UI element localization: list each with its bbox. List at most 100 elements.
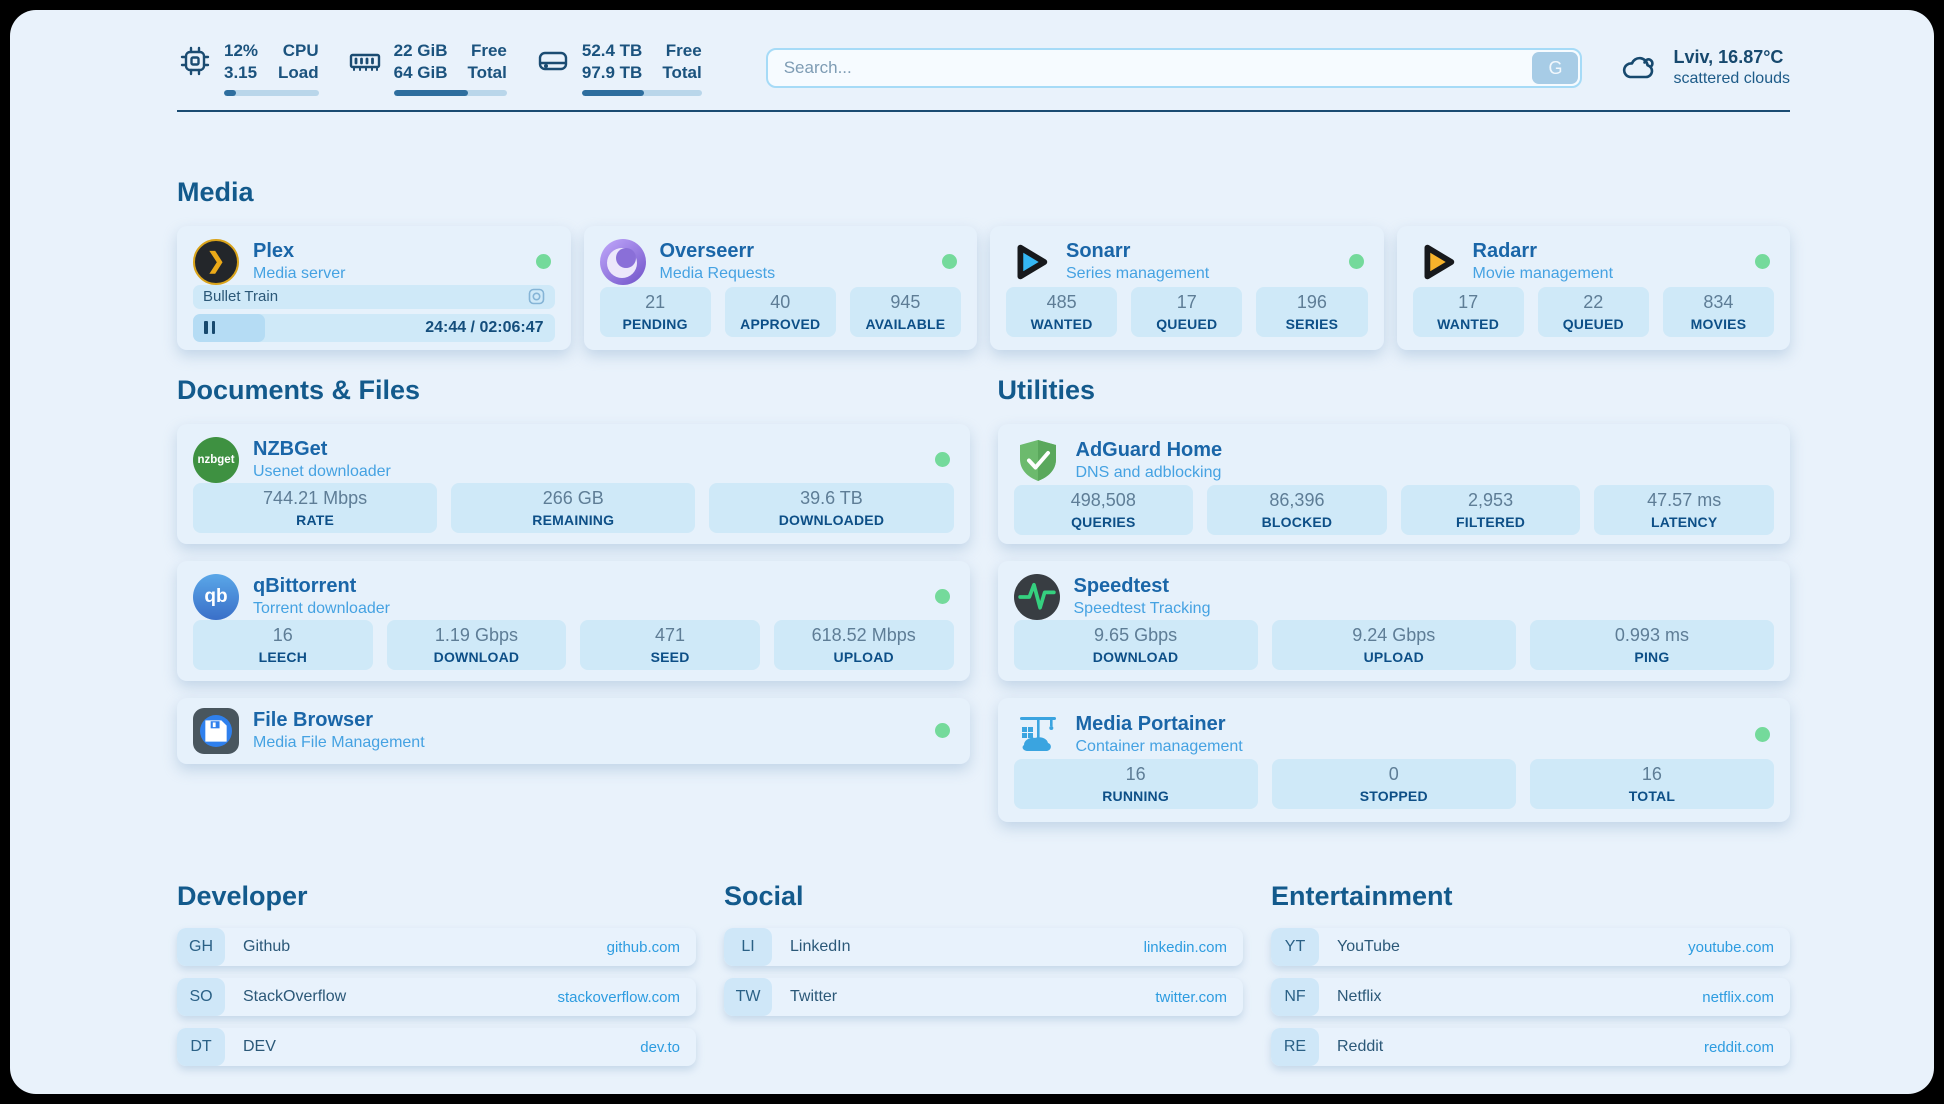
search-engine-button[interactable]: G	[1532, 52, 1579, 85]
app-card-sonarr[interactable]: Sonarr Series management 485 WANTED 17 Q…	[990, 225, 1384, 350]
stat-label: QUEUED	[1562, 315, 1624, 332]
app-card-adguard[interactable]: AdGuard Home DNS and adblocking 498,508 …	[997, 423, 1790, 544]
link-badge: LI	[724, 928, 772, 967]
link-badge: RE	[1271, 1028, 1319, 1067]
cpu-progress-bar	[224, 90, 319, 97]
stat-label: LATENCY	[1650, 513, 1718, 530]
link-name: Netflix	[1337, 988, 1382, 1006]
stat-value: 86,396	[1269, 489, 1325, 510]
ram-total: 64 GiB	[393, 63, 448, 83]
link-badge: YT	[1271, 928, 1319, 967]
section-title-documents: Documents & Files	[177, 374, 421, 405]
stat-box: 0 STOPPED	[1271, 758, 1516, 809]
app-name: Speedtest	[1073, 575, 1170, 598]
stat-label: BLOCKED	[1261, 513, 1333, 530]
link-name: LinkedIn	[790, 938, 851, 956]
link-url: reddit.com	[1703, 1038, 1774, 1056]
app-name: AdGuard Home	[1075, 439, 1223, 462]
stat-label: RATE	[296, 511, 335, 528]
link-url: netflix.com	[1702, 988, 1774, 1006]
app-card-portainer[interactable]: Media Portainer Container management 16 …	[997, 697, 1790, 822]
link-row-linkedin[interactable]: LI LinkedIn linkedin.com	[724, 928, 1243, 967]
radarr-icon	[1413, 239, 1459, 285]
app-card-filebrowser[interactable]: File Browser Media File Management	[177, 697, 970, 764]
overseerr-icon	[599, 238, 646, 285]
disk-label-1: Free	[665, 41, 702, 60]
link-row-netflix[interactable]: NF Netflix netflix.com	[1271, 978, 1790, 1017]
link-row-stackoverflow[interactable]: SO StackOverflow stackoverflow.com	[177, 978, 696, 1017]
section-title-developer: Developer	[177, 880, 308, 911]
plex-icon: ❯	[193, 238, 239, 285]
app-card-qbittorrent[interactable]: qb qBittorrent Torrent downloader 16 LEE…	[177, 560, 970, 681]
app-card-nzbget[interactable]: nzbget NZBGet Usenet downloader 744.21 M…	[177, 423, 970, 544]
disk-progress-bar	[581, 90, 702, 97]
stat-value: 39.6 TB	[800, 487, 863, 508]
cpu-icon	[177, 43, 213, 79]
link-row-reddit[interactable]: RE Reddit reddit.com	[1271, 1028, 1790, 1067]
cast-icon[interactable]	[528, 288, 545, 305]
stat-box: 498,508 QUERIES	[1013, 484, 1194, 535]
stat-label: SEED	[650, 648, 690, 665]
dashboard-frame: 12% 3.15 CPU Load	[10, 10, 1934, 1094]
sonarr-icon	[1006, 239, 1052, 285]
stat-label: UPLOAD	[833, 648, 894, 665]
stat-label: SERIES	[1285, 315, 1339, 332]
app-description: Usenet downloader	[253, 463, 391, 481]
link-badge: TW	[724, 978, 772, 1017]
stat-box: 40 APPROVED	[724, 286, 836, 337]
app-name: qBittorrent	[253, 575, 357, 598]
search-input[interactable]	[767, 58, 1533, 79]
stat-value: 21	[645, 291, 666, 312]
ram-label-1: Free	[470, 41, 507, 60]
playback-progress-bar[interactable]: 24:44 / 02:06:47	[193, 313, 555, 342]
app-card-plex[interactable]: ❯ Plex Media server Bullet Train	[177, 225, 571, 350]
app-description: Movie management	[1472, 265, 1614, 283]
nzbget-icon: nzbget	[193, 436, 239, 483]
cloud-icon	[1618, 47, 1660, 89]
app-description: Media server	[253, 265, 346, 283]
utilities-column: Utilities	[997, 375, 1790, 822]
documents-column: Documents & Files nzbget NZBGet Usenet d…	[177, 374, 970, 764]
stat-label: PENDING	[622, 315, 688, 332]
link-row-twitter[interactable]: TW Twitter twitter.com	[724, 978, 1243, 1017]
stat-box: 16 RUNNING	[1013, 758, 1258, 809]
stat-box: 0.993 ms PING	[1529, 619, 1775, 670]
app-name: Overseerr	[659, 240, 755, 263]
weather-location-temp: Lviv, 16.87°C	[1673, 47, 1784, 67]
app-card-radarr[interactable]: Radarr Movie management 17 WANTED 22 QUE…	[1396, 225, 1790, 350]
cpu-percent: 12%	[224, 41, 259, 60]
link-row-github[interactable]: GH Github github.com	[177, 928, 696, 967]
link-name: Github	[243, 938, 291, 956]
stat-value: 2,953	[1468, 489, 1514, 510]
ram-free: 22 GiB	[393, 41, 448, 60]
app-description: Series management	[1066, 265, 1210, 283]
app-card-overseerr[interactable]: Overseerr Media Requests 21 PENDING 40 A…	[583, 225, 977, 350]
stat-label: UPLOAD	[1363, 648, 1424, 665]
stat-value: 16	[1125, 763, 1146, 784]
app-description: DNS and adblocking	[1075, 464, 1222, 482]
status-dot-online	[1755, 727, 1770, 743]
link-row-dev[interactable]: DT DEV dev.to	[177, 1028, 696, 1067]
speedtest-icon	[1013, 573, 1060, 620]
stat-box: 9.65 Gbps DOWNLOAD	[1013, 619, 1258, 670]
link-row-youtube[interactable]: YT YouTube youtube.com	[1271, 928, 1790, 967]
status-dot-online	[535, 254, 551, 270]
ram-stat-group: 22 GiB 64 GiB Free Total	[347, 40, 507, 97]
cpu-load-avg: 3.15	[224, 63, 258, 83]
stat-label: APPROVED	[740, 315, 821, 332]
link-name: Reddit	[1337, 1038, 1384, 1056]
weather-widget[interactable]: Lviv, 16.87°C scattered clouds	[1618, 46, 1790, 90]
app-card-speedtest[interactable]: Speedtest Speedtest Tracking 9.65 Gbps D…	[997, 560, 1790, 681]
stat-label: DOWNLOADED	[778, 511, 885, 528]
disk-icon	[535, 43, 571, 79]
stat-box: 485 WANTED	[1006, 286, 1118, 337]
stat-value: 834	[1703, 291, 1734, 312]
stat-value: 945	[890, 291, 921, 312]
stat-box: 86,396 BLOCKED	[1207, 484, 1387, 535]
disk-free: 52.4 TB	[581, 41, 643, 60]
link-badge: GH	[177, 928, 225, 967]
stat-box: 945 AVAILABLE	[849, 286, 962, 337]
stat-value: 618.52 Mbps	[811, 624, 916, 645]
status-dot-online	[942, 254, 957, 270]
adguard-icon	[1014, 437, 1062, 485]
